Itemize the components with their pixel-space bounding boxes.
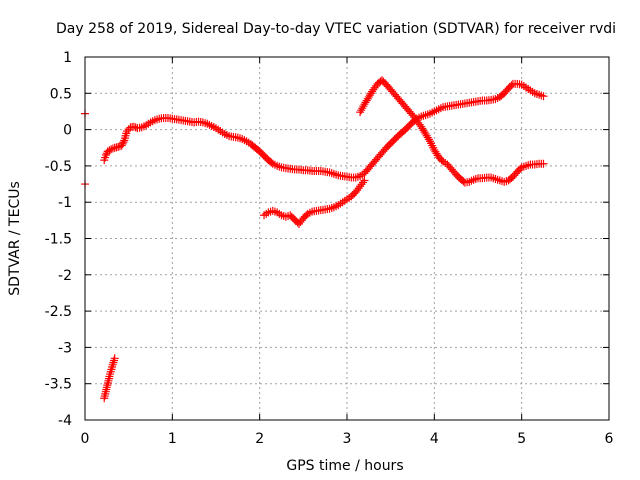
data-point	[495, 176, 504, 185]
tick-labels: 0 1 2 3 4 5 6 1 0.5 0 -0.5 -1 -1.5 -2 -2.5 -3 -3.5 -4	[45, 50, 614, 447]
data-point	[325, 168, 334, 177]
data-point	[359, 178, 368, 187]
x-tick-label: 1	[168, 431, 177, 447]
data-point	[507, 81, 516, 90]
data-point	[109, 358, 118, 367]
y-tick-label: -2	[58, 268, 72, 284]
x-tick-label: 2	[255, 431, 264, 447]
data-point	[284, 211, 293, 220]
data-point	[353, 172, 362, 181]
data-point	[108, 144, 117, 153]
data-point	[539, 159, 548, 168]
data-point	[118, 139, 127, 148]
x-axis-label: GPS time / hours	[286, 458, 403, 474]
data-point	[519, 162, 528, 171]
data-point	[491, 174, 500, 183]
data-point	[101, 151, 110, 160]
x-tick-label: 5	[517, 431, 526, 447]
data-point	[329, 203, 338, 212]
data-point	[360, 176, 369, 185]
x-tick-label: 6	[605, 431, 614, 447]
grid-lines	[85, 57, 609, 420]
y-tick-label: -4	[58, 413, 72, 429]
data-point	[329, 169, 338, 178]
data-point	[150, 116, 159, 125]
y-tick-label: 0.5	[50, 86, 72, 102]
data-point	[122, 127, 131, 136]
data-point	[493, 175, 502, 184]
y-tick-label: 1	[63, 50, 72, 66]
data-point	[119, 138, 128, 147]
data-point	[327, 169, 336, 178]
data-point	[537, 91, 546, 100]
y-tick-label: -3	[58, 340, 72, 356]
data-point	[105, 146, 114, 155]
x-tick-label: 0	[81, 431, 90, 447]
data-points	[81, 76, 548, 403]
y-tick-label: -0.5	[45, 159, 72, 175]
data-point	[238, 135, 247, 144]
y-axis-label: SDTVAR / TECUs	[7, 181, 23, 296]
plot-frame	[84, 56, 610, 421]
data-point	[532, 90, 541, 99]
data-point	[129, 122, 138, 131]
data-point	[487, 173, 496, 182]
data-point	[489, 174, 498, 183]
data-point	[110, 354, 119, 363]
data-point	[108, 360, 117, 369]
y-tick-label: -1.5	[45, 232, 72, 248]
data-point	[137, 123, 146, 132]
data-point	[117, 141, 126, 150]
y-tick-label: 0	[63, 123, 72, 139]
data-point	[107, 145, 116, 154]
data-point	[270, 207, 279, 216]
y-tick-label: -1	[58, 195, 72, 211]
data-point	[524, 161, 533, 170]
x-tick-label: 3	[343, 431, 352, 447]
y-tick-label: -3.5	[45, 377, 72, 393]
data-point	[332, 170, 341, 179]
data-point	[110, 356, 119, 365]
data-point	[114, 143, 123, 152]
x-tick-label: 4	[430, 431, 439, 447]
y-tick-label: -2.5	[45, 304, 72, 320]
data-point	[539, 92, 548, 101]
chart-title: Day 258 of 2019, Sidereal Day-to-day VTE…	[56, 21, 616, 37]
